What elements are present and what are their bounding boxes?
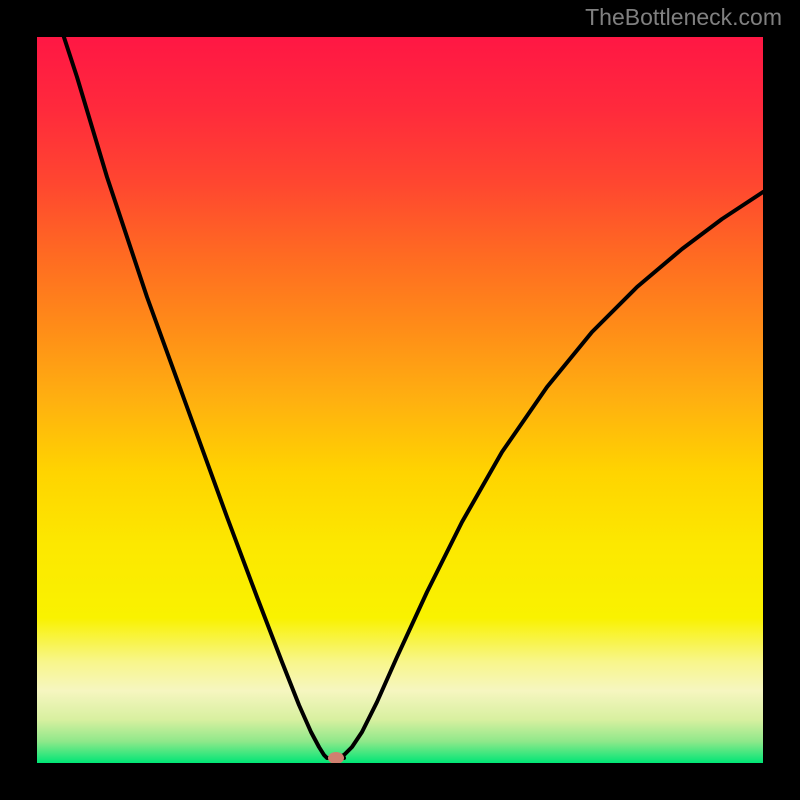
watermark-text: TheBottleneck.com [585, 4, 782, 31]
gradient-background [37, 37, 763, 763]
plot-area [37, 37, 763, 763]
chart-container: TheBottleneck.com [0, 0, 800, 800]
